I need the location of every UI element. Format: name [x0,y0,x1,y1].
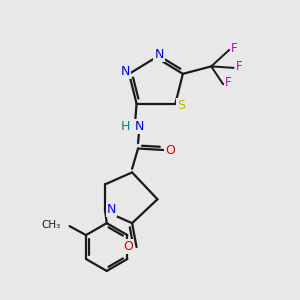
Text: F: F [225,76,232,89]
Text: F: F [236,60,242,73]
Text: N: N [107,203,116,216]
Text: N: N [121,65,130,78]
Text: H: H [121,120,130,133]
Text: S: S [177,99,185,112]
Text: O: O [165,143,175,157]
Text: O: O [123,240,133,253]
Text: F: F [231,42,238,55]
Text: N: N [135,120,144,133]
Text: N: N [154,48,164,61]
Text: CH₃: CH₃ [41,220,61,230]
